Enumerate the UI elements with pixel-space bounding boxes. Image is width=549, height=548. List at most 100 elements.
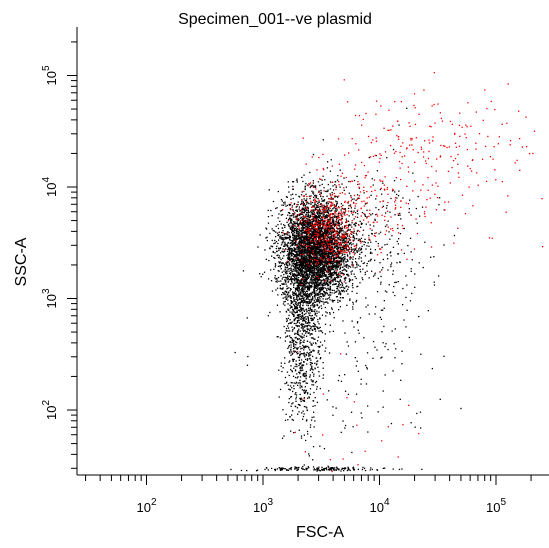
data-point <box>326 279 328 281</box>
data-point <box>332 247 334 249</box>
data-point <box>292 197 294 200</box>
data-point <box>304 254 306 257</box>
data-point <box>278 213 280 215</box>
data-point <box>308 288 311 290</box>
data-point <box>294 337 296 339</box>
data-point <box>277 242 279 245</box>
data-point <box>310 195 312 197</box>
data-point <box>295 240 297 243</box>
data-point <box>313 277 316 280</box>
data-point <box>313 291 315 293</box>
data-point <box>290 368 292 371</box>
data-point <box>316 239 319 242</box>
data-point <box>300 327 303 329</box>
data-point <box>301 301 303 303</box>
data-point <box>317 292 319 295</box>
data-point <box>285 262 287 264</box>
data-point <box>328 267 330 269</box>
data-point <box>324 293 327 295</box>
data-point <box>305 269 307 271</box>
data-point <box>339 248 341 250</box>
data-point <box>313 263 316 265</box>
data-point <box>327 252 329 254</box>
data-point <box>324 242 326 244</box>
data-point <box>322 272 324 274</box>
data-point <box>335 239 337 242</box>
data-point <box>315 233 317 235</box>
data-point <box>315 342 317 344</box>
data-point <box>296 342 298 344</box>
data-point <box>316 283 318 285</box>
data-point <box>332 238 335 240</box>
data-point <box>333 265 335 267</box>
data-point <box>349 279 351 282</box>
data-point <box>325 190 327 192</box>
data-point <box>309 270 311 272</box>
data-point <box>342 253 344 255</box>
data-point <box>298 246 300 249</box>
data-point <box>292 273 294 275</box>
data-point <box>304 286 306 288</box>
data-point <box>289 296 291 298</box>
data-point <box>316 251 318 253</box>
data-point <box>295 209 297 212</box>
data-point <box>310 241 312 244</box>
data-point <box>297 238 299 240</box>
data-point <box>352 258 354 260</box>
data-point <box>322 233 325 235</box>
data-point <box>345 239 347 241</box>
data-point <box>291 251 293 253</box>
data-point <box>318 330 320 332</box>
data-point <box>351 264 353 266</box>
data-point <box>310 270 312 272</box>
data-point <box>318 276 320 278</box>
data-point <box>292 301 294 303</box>
data-point <box>325 258 327 260</box>
data-point <box>331 267 333 269</box>
data-point <box>332 272 334 274</box>
data-point <box>308 225 311 228</box>
data-point <box>329 240 331 242</box>
data-point <box>322 243 324 245</box>
data-point <box>302 279 304 281</box>
data-point <box>306 293 308 295</box>
data-point <box>270 280 273 282</box>
data-point <box>302 296 304 298</box>
data-point <box>302 229 304 231</box>
data-point <box>299 252 301 254</box>
data-point <box>291 229 293 231</box>
data-point <box>293 300 295 302</box>
data-point <box>317 297 319 299</box>
data-point <box>316 205 318 207</box>
data-point <box>314 275 316 277</box>
data-point <box>309 267 311 269</box>
data-point <box>319 276 321 278</box>
data-point <box>324 257 326 259</box>
data-point <box>315 217 317 219</box>
data-point <box>286 291 288 293</box>
data-point <box>292 224 294 226</box>
data-point <box>319 291 321 294</box>
data-point <box>272 251 274 253</box>
data-point <box>277 227 280 230</box>
data-point <box>300 262 302 264</box>
data-point <box>336 195 338 198</box>
chart-title: Specimen_001--ve plasmid <box>178 11 372 28</box>
data-point <box>295 230 297 232</box>
data-point <box>349 266 352 268</box>
data-point <box>360 226 362 228</box>
data-point <box>291 260 294 262</box>
data-point <box>294 266 297 268</box>
data-point <box>312 246 315 248</box>
data-point <box>333 240 336 242</box>
data-point <box>321 330 323 332</box>
data-point <box>315 238 317 240</box>
data-point <box>290 227 292 229</box>
data-point <box>287 275 289 277</box>
data-point <box>295 215 297 217</box>
data-point <box>337 286 339 288</box>
data-point <box>345 231 347 233</box>
data-point <box>299 242 301 244</box>
data-point <box>310 292 312 294</box>
data-point <box>293 297 295 299</box>
